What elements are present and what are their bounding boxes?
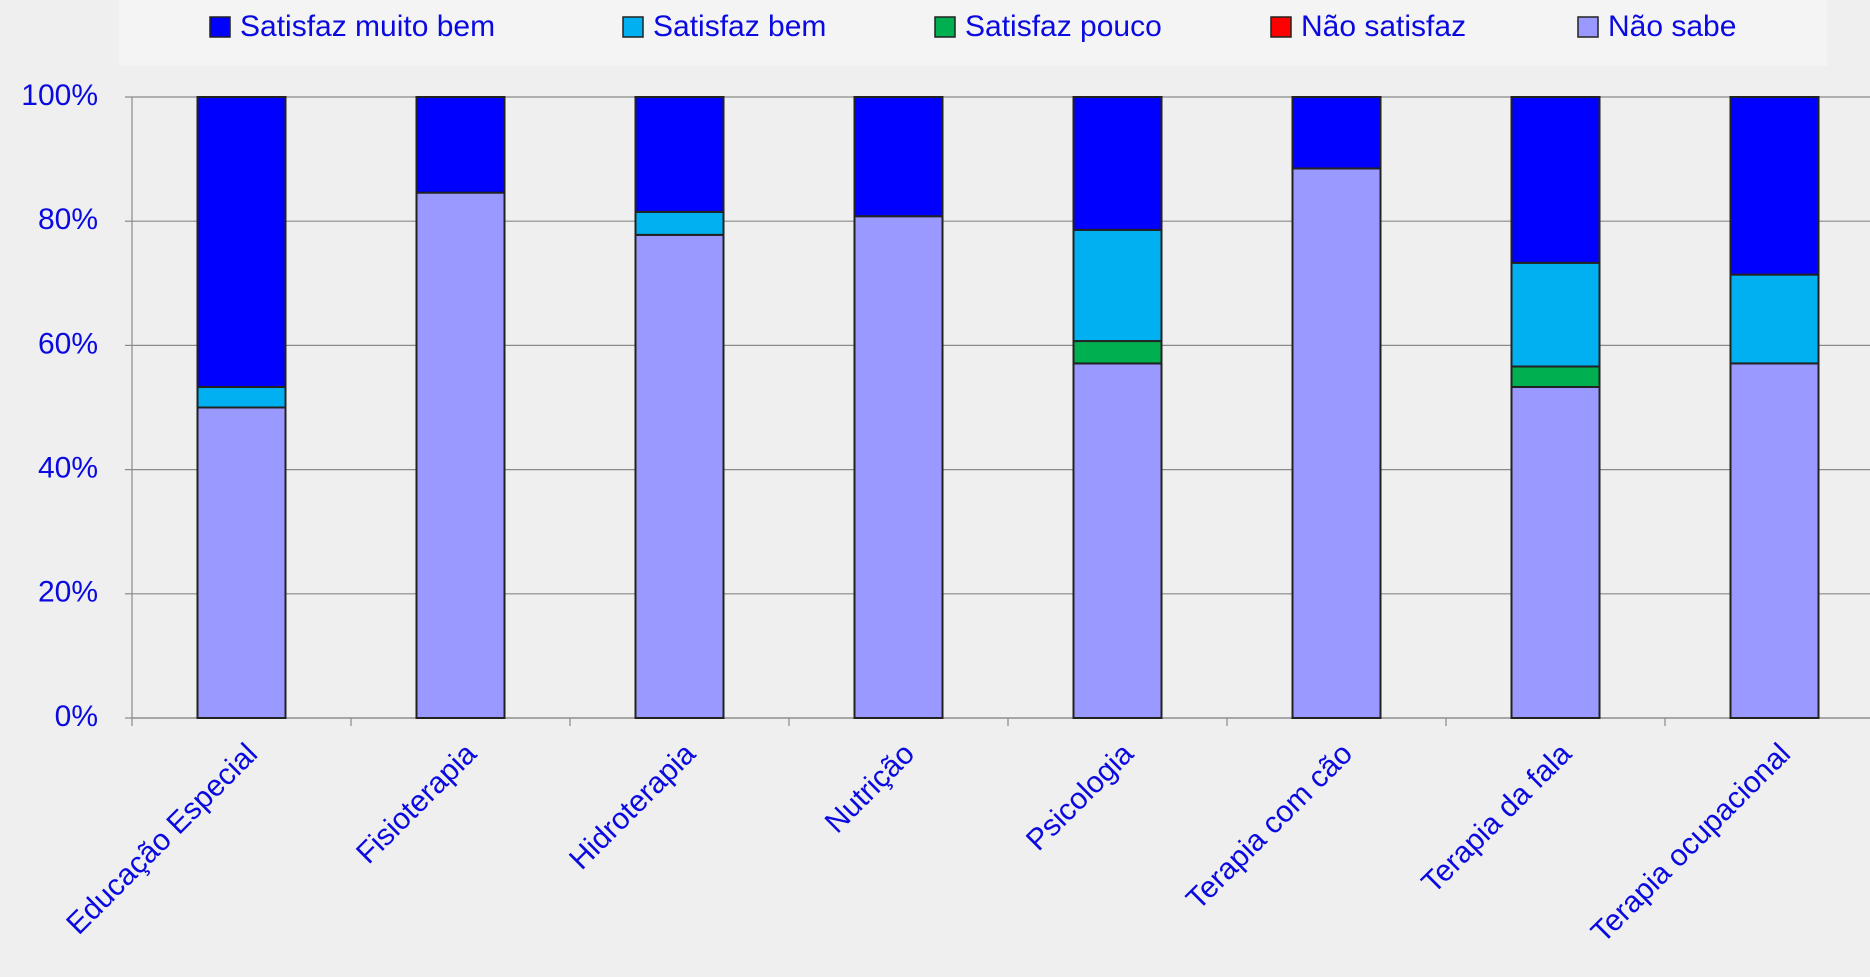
x-tick-label: Psicologia (1020, 737, 1140, 857)
legend-label: Não sabe (1608, 10, 1736, 43)
legend-swatch (934, 16, 956, 38)
bar-segment (196, 386, 287, 409)
legend-swatch (209, 16, 231, 38)
bar-segment (1729, 96, 1820, 276)
bar-segment (1510, 96, 1601, 264)
bar-segment (1291, 167, 1382, 720)
legend-swatch (1270, 16, 1292, 38)
x-tick-label: Nutrição (819, 737, 921, 839)
bar-segment (1729, 362, 1820, 719)
bar-segment (853, 96, 944, 218)
bar-segment (1072, 362, 1163, 719)
y-tick-label: 20% (38, 576, 98, 609)
legend-background (119, 0, 1827, 66)
legend-label: Não satisfaz (1301, 10, 1466, 43)
legend-label: Satisfaz pouco (965, 10, 1162, 43)
bar-segment (415, 96, 506, 194)
bar-segment (1072, 228, 1163, 343)
legend-swatch (1577, 16, 1599, 38)
bar-segment (1510, 386, 1601, 719)
bar-segment (1510, 365, 1601, 389)
y-tick-label: 80% (38, 203, 98, 236)
bar-segment (196, 96, 287, 389)
legend-swatch (622, 16, 644, 38)
bar-segment (853, 215, 944, 719)
bar-segment (1072, 340, 1163, 365)
bar-segment (1291, 96, 1382, 170)
bar-segment (415, 191, 506, 720)
y-tick-label: 100% (21, 79, 98, 112)
legend-label: Satisfaz muito bem (240, 10, 495, 43)
bar-segment (1510, 261, 1601, 368)
bar-segment (1072, 96, 1163, 231)
x-tick-label: Fisioterapia (350, 737, 483, 870)
bar-segment (634, 233, 725, 719)
x-tick-label: Hidroterapia (563, 737, 702, 876)
y-tick-label: 0% (55, 700, 98, 733)
x-tick-label: Terapia ocupacional (1585, 737, 1797, 949)
y-tick-label: 60% (38, 327, 98, 360)
bar-segment (1729, 273, 1820, 365)
legend-label: Satisfaz bem (653, 10, 826, 43)
bar-segment (634, 210, 725, 236)
x-tick-label: Terapia da fala (1416, 737, 1579, 900)
y-tick-label: 40% (38, 452, 98, 485)
x-tick-label: Terapia com cão (1180, 737, 1359, 916)
bar-segment (196, 406, 287, 719)
bar-segment (634, 96, 725, 213)
x-tick-label: Educação Especial (60, 737, 264, 941)
